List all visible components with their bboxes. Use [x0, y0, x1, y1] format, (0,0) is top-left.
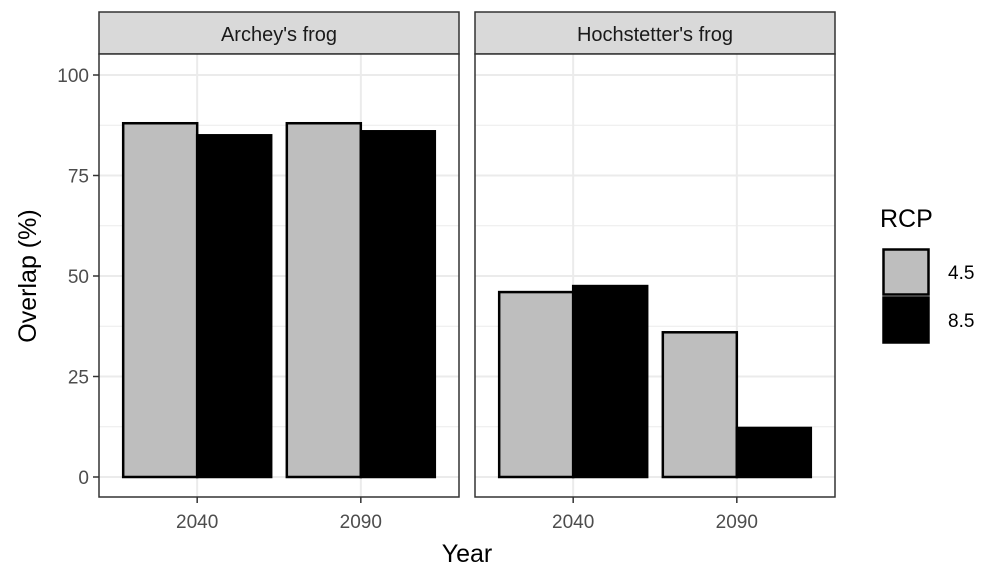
legend-key-rcp-85 — [882, 296, 930, 344]
legend-key-rcp-45 — [882, 248, 930, 296]
bar-2040-rcp-85 — [195, 134, 273, 479]
panels-layer: Archey's frog 2040 2090 Hochstetter's frog 2… — [98, 11, 836, 533]
x-tick-label: 2090 — [716, 512, 758, 533]
legend-label: 4.5 — [948, 263, 974, 284]
legend-keys: 4.5 8.5 — [882, 248, 974, 344]
legend-title: RCP — [880, 205, 933, 233]
x-tick-label: 2040 — [552, 512, 594, 533]
x-axis-title: Year — [442, 540, 493, 568]
legend-label: 8.5 — [948, 311, 974, 332]
facet-strip-label: Hochstetter's frog — [577, 24, 733, 46]
y-tick-label: 0 — [78, 468, 89, 489]
bar-2090-rcp-45 — [661, 331, 739, 479]
facet-strip — [474, 11, 836, 55]
y-tick-label: 75 — [68, 167, 89, 188]
x-tick-label: 2090 — [340, 512, 382, 533]
y-tick-label: 100 — [57, 66, 89, 87]
x-tick-label: 2040 — [176, 512, 218, 533]
facet-panel: Hochstetter's frog 2040 2090 — [474, 11, 836, 533]
y-tick-label: 50 — [68, 267, 89, 288]
facet-strip — [98, 11, 460, 55]
panel-border — [474, 53, 836, 498]
bar-2040-rcp-45 — [121, 121, 199, 479]
facet-panel: Archey's frog 2040 2090 — [98, 11, 460, 533]
bar-2040-rcp-85 — [571, 284, 649, 479]
bar-2040-rcp-45 — [497, 290, 575, 479]
y-axis-title: Overlap (%) — [14, 209, 42, 342]
bar-2090-rcp-85 — [359, 130, 437, 479]
legend: RCP 4.5 8.5 — [880, 205, 974, 344]
facet-strip-label: Archey's frog — [221, 24, 337, 46]
y-tick-label: 25 — [68, 368, 89, 389]
y-axis: 0 25 50 75 100 — [57, 66, 99, 489]
bar-2090-rcp-85 — [735, 426, 813, 479]
bar-2090-rcp-45 — [285, 121, 363, 479]
